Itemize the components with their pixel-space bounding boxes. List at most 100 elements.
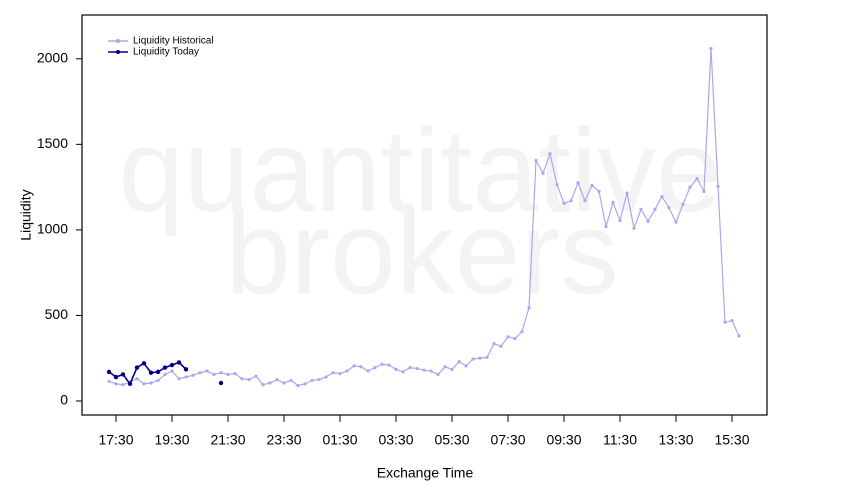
point <box>289 378 293 383</box>
legend-label: Liquidity Today <box>133 47 199 58</box>
point <box>275 377 279 382</box>
point <box>121 383 125 387</box>
point <box>233 371 237 376</box>
x-tick-label: 03:30 <box>378 432 413 448</box>
point <box>716 184 720 188</box>
point <box>177 377 181 381</box>
point <box>436 372 440 377</box>
point <box>141 361 147 366</box>
point <box>380 362 384 366</box>
point <box>667 206 671 210</box>
point <box>184 375 188 379</box>
x-tick-label: 09:30 <box>546 432 581 448</box>
point <box>338 371 342 376</box>
x-tick-label: 21:30 <box>210 432 245 448</box>
point <box>226 372 230 377</box>
point <box>625 191 629 195</box>
point <box>695 176 699 181</box>
point <box>723 320 727 324</box>
point <box>401 370 405 374</box>
point <box>162 365 168 370</box>
point <box>597 189 601 193</box>
x-tick-label: 23:30 <box>266 432 301 448</box>
point <box>107 379 111 383</box>
x-tick-label: 17:30 <box>98 432 133 448</box>
point <box>394 367 398 371</box>
point <box>569 199 573 203</box>
y-tick-label: 1500 <box>37 135 68 151</box>
point <box>176 360 182 365</box>
y-tick-label: 500 <box>45 306 69 322</box>
legend-marker <box>116 50 120 54</box>
point <box>212 372 216 377</box>
point <box>317 377 321 382</box>
point <box>618 218 622 223</box>
point <box>464 364 468 368</box>
point <box>163 372 167 377</box>
point <box>576 181 580 185</box>
point <box>646 219 650 223</box>
point <box>219 371 223 375</box>
point <box>485 355 489 359</box>
point <box>191 373 195 377</box>
point <box>142 382 146 386</box>
point <box>170 369 174 373</box>
point <box>218 380 224 386</box>
point <box>148 370 154 375</box>
point <box>359 365 363 369</box>
point <box>520 330 524 334</box>
point <box>555 182 559 187</box>
point <box>366 369 370 373</box>
legend-label: Liquidity Historical <box>133 36 214 47</box>
point <box>408 366 412 370</box>
point <box>240 377 244 381</box>
x-tick-label: 15:30 <box>714 432 749 448</box>
point <box>478 356 482 360</box>
point <box>702 189 706 193</box>
plot-frame <box>81 14 768 416</box>
point <box>450 367 454 371</box>
point <box>674 220 678 224</box>
point <box>443 365 447 369</box>
point <box>114 382 118 386</box>
point <box>527 306 531 310</box>
x-axis-title: Exchange Time <box>377 465 474 481</box>
y-tick-label: 0 <box>60 392 68 408</box>
point <box>261 383 265 387</box>
point <box>604 224 608 229</box>
point <box>730 318 734 323</box>
point <box>134 365 140 370</box>
point <box>709 46 713 51</box>
point <box>632 226 636 230</box>
point <box>254 374 258 378</box>
x-tick-label: 07:30 <box>490 432 525 448</box>
point <box>345 369 349 373</box>
x-tick-label: 13:30 <box>658 432 693 448</box>
x-tick-label: 01:30 <box>322 432 357 448</box>
point <box>205 369 209 373</box>
point <box>639 207 643 211</box>
point <box>247 377 251 382</box>
point <box>688 185 692 189</box>
point <box>422 368 426 372</box>
point <box>415 366 419 371</box>
point <box>149 381 153 385</box>
point <box>155 369 161 375</box>
point <box>562 201 566 205</box>
point <box>296 383 300 388</box>
point <box>611 200 615 205</box>
point <box>681 202 685 206</box>
watermark: brokers <box>225 187 618 319</box>
point <box>324 375 328 379</box>
point <box>541 171 545 176</box>
point <box>499 344 503 348</box>
point <box>660 194 664 199</box>
point <box>429 369 433 373</box>
point <box>268 381 272 385</box>
point <box>387 363 391 367</box>
x-tick-label: 05:30 <box>434 432 469 448</box>
point <box>737 334 741 338</box>
point <box>373 366 377 370</box>
point <box>534 158 538 163</box>
